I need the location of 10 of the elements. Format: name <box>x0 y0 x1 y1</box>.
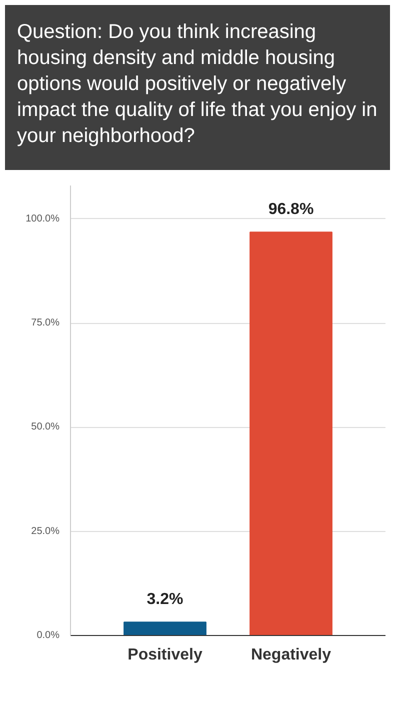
y-tick-label: 75.0% <box>31 318 60 328</box>
y-tick-label: 50.0% <box>31 422 60 433</box>
x-tick-label: Positively <box>128 646 202 664</box>
data-label: 96.8% <box>268 201 314 218</box>
x-tick-label: Negatively <box>250 646 332 664</box>
y-tick-label: 100.0% <box>26 213 60 224</box>
chart-title: Question: Do you think increasing housing density and middle housing options would positively or negatively impact the quality of life that you enjoy in your neighborhood? <box>17 20 378 149</box>
data-label: 3.2% <box>146 591 184 608</box>
y-tick-label: 0.0% <box>36 630 60 641</box>
y-tick-label: 25.0% <box>31 526 60 537</box>
